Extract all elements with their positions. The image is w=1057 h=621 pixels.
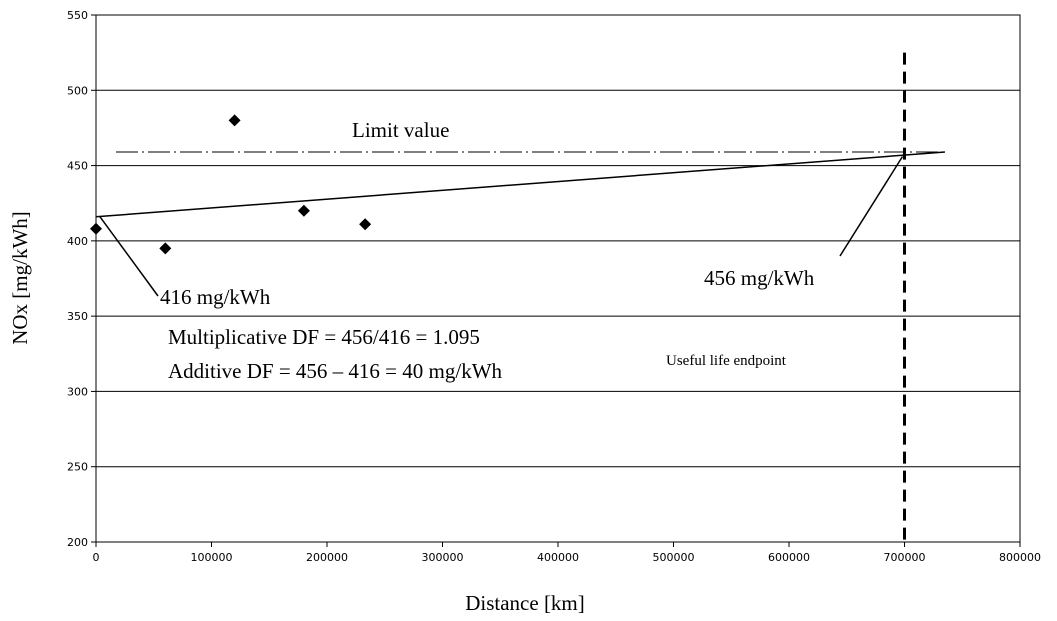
additive-df-label: Additive DF = 456 – 416 = 40 mg/kWh	[168, 359, 503, 383]
data-point-3	[228, 114, 241, 127]
start-value-leader	[99, 216, 159, 297]
y-tick-label-450: 450	[67, 160, 88, 173]
data-points	[90, 114, 372, 255]
y-tick-label-500: 500	[67, 84, 88, 97]
x-tick-label-100000: 100000	[191, 551, 233, 564]
y-tick-label-550: 550	[67, 9, 88, 22]
start-value-label: 416 mg/kWh	[160, 285, 271, 309]
x-tick-label-600000: 600000	[768, 551, 810, 564]
y-tick-label-200: 200	[67, 536, 88, 549]
x-tick-label-200000: 200000	[306, 551, 348, 564]
y-tick-label-250: 250	[67, 461, 88, 474]
x-tick-label-700000: 700000	[884, 551, 926, 564]
plot-area	[95, 14, 1021, 543]
grid-lines	[91, 14, 1021, 547]
data-point-2	[159, 242, 172, 255]
useful-life-endpoint-label: Useful life endpoint	[666, 353, 787, 369]
limit-value-label: Limit value	[352, 118, 449, 142]
data-point-1	[90, 222, 102, 235]
x-axis-title: Distance [km]	[465, 591, 585, 615]
y-tick-labels: 200 250 300 350 400 450 500 550	[67, 9, 88, 549]
x-tick-label-500000: 500000	[653, 551, 695, 564]
x-tick-label-300000: 300000	[422, 551, 464, 564]
annotation-leader-lines	[99, 156, 904, 297]
end-value-leader	[839, 156, 904, 257]
data-point-5	[359, 218, 372, 231]
multiplicative-df-label: Multiplicative DF = 456/416 = 1.095	[168, 325, 480, 349]
y-tick-label-400: 400	[67, 235, 88, 248]
x-tick-label-800000: 800000	[999, 551, 1041, 564]
x-tick-labels: 0 100000 200000 300000 400000 500000 600000 700…	[93, 551, 1042, 564]
end-value-label: 456 mg/kWh	[704, 266, 815, 290]
y-tick-label-350: 350	[67, 310, 88, 323]
x-tick-label-0: 0	[93, 551, 100, 564]
x-tick-label-400000: 400000	[537, 551, 579, 564]
y-axis-title: NOx [mg/kWh]	[8, 211, 32, 345]
y-tick-label-300: 300	[67, 385, 88, 398]
data-point-4	[297, 204, 310, 217]
trend-line	[95, 151, 945, 218]
trend-line-mark	[95, 151, 945, 218]
